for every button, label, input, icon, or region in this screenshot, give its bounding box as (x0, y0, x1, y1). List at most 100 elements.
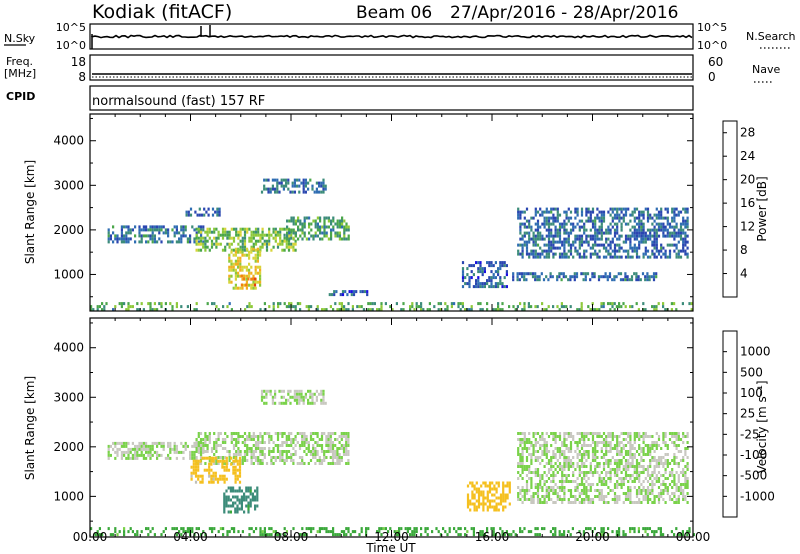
echo-cell (576, 234, 579, 238)
echo-cell (290, 441, 293, 444)
echo-cell (638, 471, 641, 474)
echo-cell (644, 237, 647, 241)
echo-cell (635, 435, 639, 438)
echo-cell (259, 253, 262, 257)
echo-cell (206, 230, 209, 234)
echo-cell (593, 275, 596, 279)
echo-cell (523, 275, 526, 279)
echo-cell (232, 236, 236, 240)
echo-cell (664, 471, 667, 474)
echo-cell (230, 441, 233, 444)
echo-cell (673, 216, 676, 220)
echo-cell (270, 456, 273, 459)
echo-cell (320, 389, 323, 393)
echo-cell (291, 395, 294, 399)
echo-cell (194, 474, 198, 478)
echo-cell (611, 489, 614, 492)
echo-cell (184, 444, 187, 448)
echo-cell (613, 486, 617, 489)
beam-label: Beam 06 (356, 3, 432, 23)
echo-cell (114, 441, 117, 445)
echo-cell (627, 489, 630, 492)
echo-cell (327, 219, 330, 223)
echo-cell (591, 432, 595, 435)
echo-cell (605, 435, 608, 438)
echo-cell (567, 237, 570, 241)
echo-cell (217, 230, 220, 234)
echo-cell (343, 237, 346, 241)
echo-cell (587, 495, 590, 498)
echo-cell (466, 282, 469, 286)
echo-cell (503, 533, 506, 537)
echo-cell (411, 530, 414, 534)
echo-cell (578, 468, 581, 471)
echo-cell (539, 483, 542, 486)
echo-cell (576, 453, 579, 456)
echo-cell (314, 219, 317, 223)
echo-cell (202, 245, 205, 249)
echo-cell (682, 459, 685, 462)
echo-cell (646, 468, 650, 471)
echo-cell (620, 483, 623, 486)
echo-cell (290, 453, 293, 456)
echo-cell (682, 483, 685, 486)
echo-cell (343, 530, 346, 534)
echo-cell (195, 242, 198, 246)
echo-cell (653, 498, 656, 501)
echo-cell (477, 493, 481, 497)
echo-cell (662, 480, 665, 483)
echo-cell (426, 533, 429, 537)
echo-cell (545, 249, 548, 253)
echo-cell (589, 486, 592, 489)
echo-cell (504, 493, 507, 497)
echo-cell (583, 474, 586, 477)
echo-cell (611, 305, 614, 309)
echo-cell (673, 249, 676, 253)
echo-cell (252, 286, 255, 290)
echo-cell (686, 246, 689, 250)
echo-cell (523, 495, 526, 498)
echo-cell (343, 305, 346, 309)
echo-cell (136, 444, 139, 448)
echo-cell (536, 210, 540, 214)
echo-cell (534, 468, 537, 471)
echo-cell (303, 222, 306, 226)
echo-cell (238, 456, 242, 460)
echo-cell (686, 501, 689, 504)
echo-cell (310, 527, 313, 531)
echo-cell (298, 395, 301, 399)
echo-cell (98, 305, 101, 309)
echo-cell (129, 456, 132, 460)
echo-cell (257, 462, 260, 465)
echo-cell (192, 465, 195, 469)
echo-cell (182, 450, 185, 454)
echo-cell (265, 389, 268, 393)
echo-cell (618, 495, 621, 498)
echo-cell (199, 438, 203, 441)
echo-cell (501, 530, 504, 534)
echo-cell (343, 231, 346, 235)
echo-cell (439, 533, 442, 537)
echo-cell (271, 395, 274, 399)
echo-cell (594, 240, 597, 244)
echo-cell (651, 474, 654, 477)
echo-cell (602, 441, 606, 444)
echo-cell (261, 236, 264, 240)
echo-cell (609, 462, 612, 465)
echo-cell (556, 213, 559, 217)
echo-cell (523, 498, 526, 501)
echo-cell (292, 242, 295, 246)
echo-cell (609, 474, 612, 477)
echo-cell (622, 302, 625, 306)
echo-cell (545, 228, 548, 232)
echo-cell (567, 249, 570, 253)
echo-cell (107, 450, 110, 454)
echo-cell (550, 480, 553, 483)
echo-cell (480, 493, 483, 497)
echo-cell (248, 271, 251, 275)
echo-cell (490, 282, 493, 286)
echo-cell (240, 501, 243, 505)
echo-cell (243, 459, 247, 462)
echo-cell (227, 468, 231, 472)
echo-cell (671, 480, 674, 483)
